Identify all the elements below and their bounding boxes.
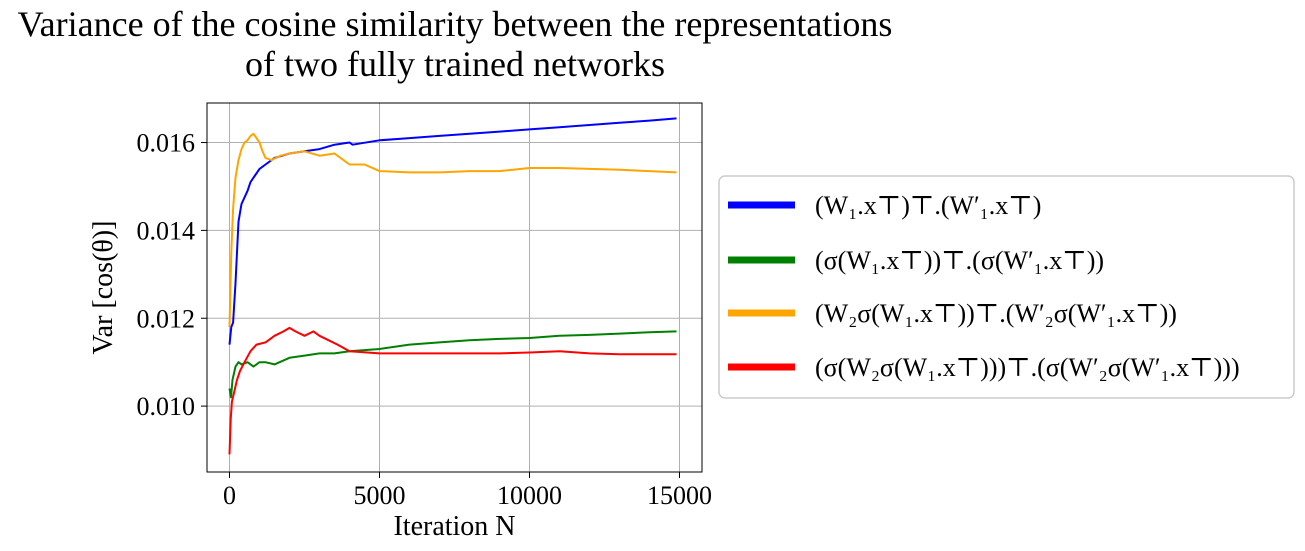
legend: (W₁.x⊤)⊤.(W′₁.x⊤) (σ(W₁.x⊤))⊤.(σ(W′₁.x⊤))… [718,175,1295,399]
legend-label-4: (σ(W₂σ(W₁.x⊤)))⊤.(σ(W′₂σ(W′₁.x⊤))) [815,353,1240,382]
legend-label-2: (σ(W₁.x⊤))⊤.(σ(W′₁.x⊤)) [815,246,1104,275]
y-tick-label: 0.012 [137,304,196,333]
x-tick-label: 0 [223,481,236,510]
axis-ticks: 0 5000 10000 15000 0.010 0.012 0.014 0.016 [137,129,713,510]
series-line-3 [228,132,677,328]
legend-label-3: (W₂σ(W₁.x⊤))⊤.(W′₂σ(W′₁.x⊤)) [815,299,1177,328]
x-tick-label: 10000 [497,481,562,510]
series-line-2 [228,330,677,399]
legend-label-1: (W₁.x⊤)⊤.(W′₁.x⊤) [815,191,1041,220]
series-line-4 [228,326,677,455]
chart-title-line-1: Variance of the cosine similarity betwee… [18,4,893,44]
x-axis-label: Iteration N [393,511,515,542]
y-axis-label: Var [cos(θ)] [88,221,119,355]
plot-area [206,102,703,473]
series-line-1 [228,117,677,345]
legend-frame [718,175,1295,399]
chart-title-line-2: of two fully trained networks [245,44,665,84]
y-tick-label: 0.010 [137,392,196,421]
y-tick-label: 0.016 [137,129,196,158]
series-lines [228,117,677,455]
x-tick-label: 15000 [647,481,712,510]
y-tick-label: 0.014 [137,216,196,245]
grid-lines [207,103,702,472]
x-tick-label: 5000 [354,481,406,510]
